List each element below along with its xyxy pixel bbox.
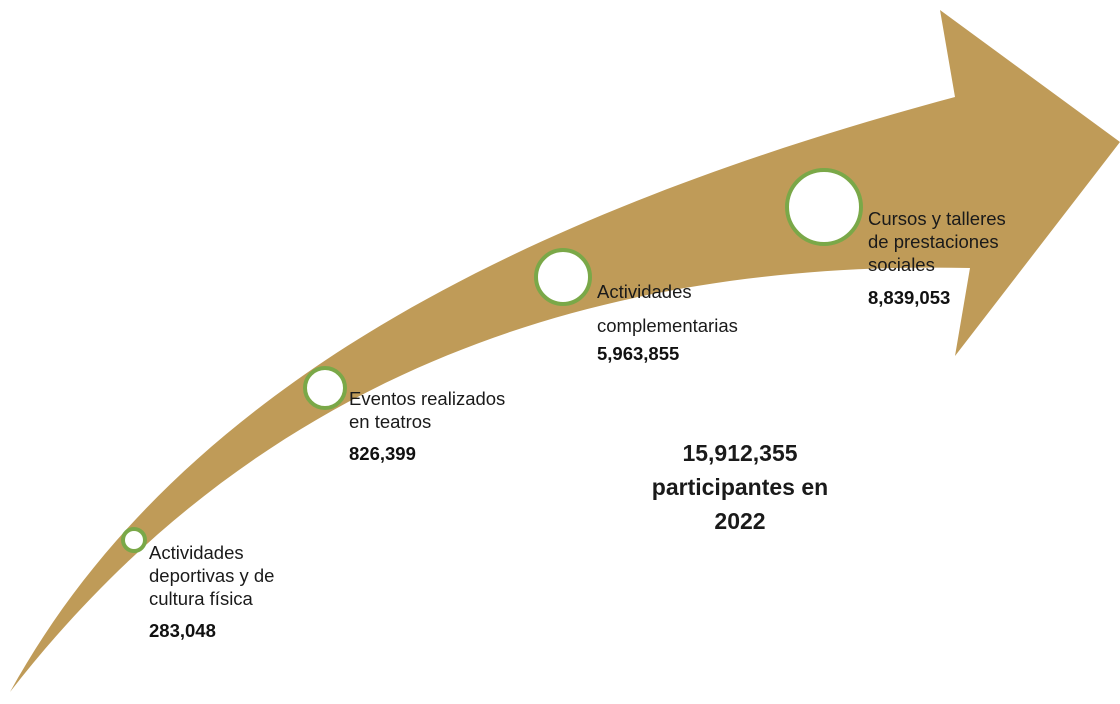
- total-participants-text: participantes en: [651, 474, 829, 500]
- milestone-label-line: Cursos y talleres: [868, 208, 1006, 229]
- milestone-label-sports: Actividades deportivas y de cultura físi…: [149, 541, 274, 610]
- milestone-label-line: de prestaciones: [868, 231, 999, 252]
- total-participants-year: 2022: [714, 508, 766, 534]
- milestone-label-theater: Eventos realizados en teatros: [349, 387, 505, 433]
- milestone-label-line: en teatros: [349, 411, 432, 432]
- milestone-label-line: Actividades: [597, 281, 692, 302]
- milestone-label-courses: Cursos y talleres de prestaciones social…: [868, 207, 1006, 276]
- milestone-value-courses: 8,839,053: [868, 287, 951, 308]
- milestone-label-complementary: Actividades complementarias: [597, 275, 738, 343]
- milestone-label-line: Actividades: [149, 542, 244, 563]
- total-participants-number: 15,912,355: [682, 440, 798, 466]
- milestone-label-line: Eventos realizados: [349, 388, 506, 409]
- milestone-label-line: deportivas y de: [149, 565, 275, 586]
- milestone-label-line: complementarias: [597, 315, 738, 336]
- milestone-value-sports: 283,048: [149, 620, 216, 641]
- milestone-label-line: sociales: [868, 254, 935, 275]
- milestone-value-complementary: 5,963,855: [597, 343, 680, 364]
- milestone-value-theater: 826,399: [349, 443, 416, 464]
- milestone-circle-theater: [303, 366, 347, 410]
- milestone-circle-complementary: [534, 248, 592, 306]
- total-participants-summary: 15,912,355 participantes en 2022: [620, 436, 860, 538]
- milestone-circle-courses: [785, 168, 863, 246]
- milestone-label-line: cultura física: [149, 588, 253, 609]
- milestone-circle-sports: [121, 527, 147, 553]
